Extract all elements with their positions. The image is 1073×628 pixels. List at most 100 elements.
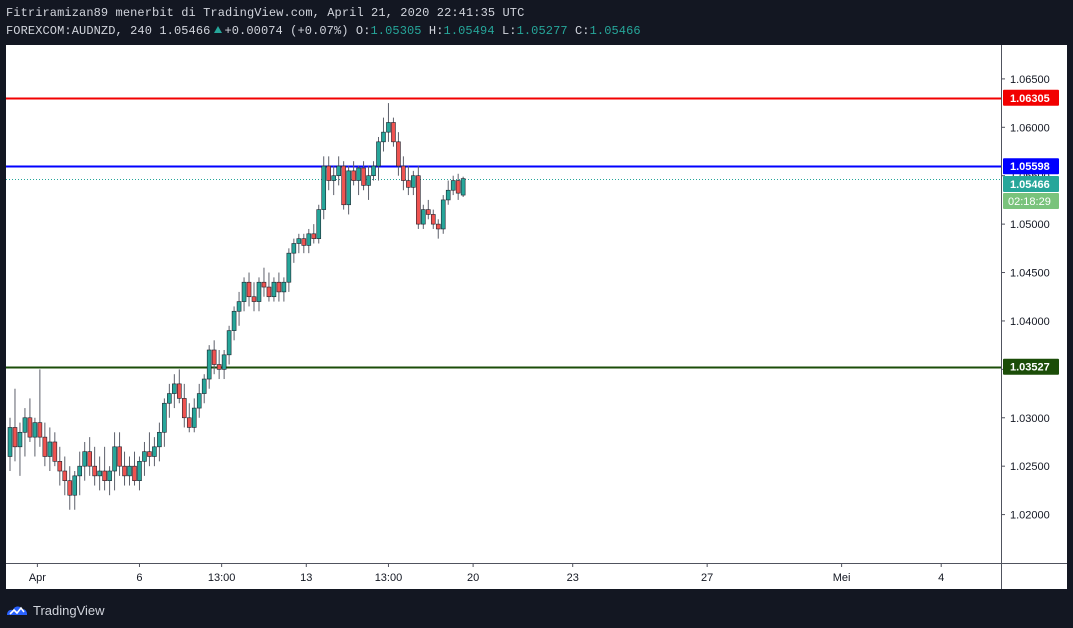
candle-body	[191, 407, 197, 428]
candle-body	[386, 122, 391, 133]
line-price-label-3-text: 1.03527	[1010, 362, 1050, 374]
candle-body	[396, 141, 401, 167]
candle-body	[411, 175, 416, 188]
candle-body	[311, 233, 317, 239]
candle-body	[206, 349, 212, 380]
candle-body	[226, 330, 232, 356]
candle-body	[251, 296, 257, 302]
candle-body	[455, 180, 461, 194]
candle-body	[440, 199, 446, 230]
price-tick-label: 1.02000	[1010, 510, 1050, 522]
candle-body	[17, 431, 23, 448]
candle-body	[246, 281, 252, 298]
countdown-box	[1003, 193, 1059, 210]
candle-body	[167, 393, 172, 404]
candle-body	[82, 451, 87, 467]
candle-body	[296, 238, 302, 244]
line-price-label-1-box	[1003, 89, 1059, 106]
candle-body	[216, 364, 222, 370]
candle-body	[421, 209, 426, 225]
price-tick-label: 1.05000	[1010, 219, 1050, 231]
low-value: 1.05277	[516, 24, 568, 38]
candle-body	[331, 175, 336, 181]
time-tick-label: 20	[467, 572, 479, 584]
candle-body	[201, 378, 207, 394]
candle-body	[301, 238, 307, 246]
candle-body	[72, 475, 78, 496]
candle-body	[261, 281, 267, 288]
time-tick-label: 27	[701, 572, 713, 584]
tradingview-logo-icon	[7, 606, 27, 615]
candle-body	[356, 167, 361, 181]
candle-body	[376, 141, 381, 167]
price-tick-label: 1.06500	[1010, 74, 1050, 86]
time-axis[interactable]	[6, 563, 1067, 589]
candle-body	[181, 398, 187, 419]
candle-body	[401, 165, 406, 181]
candle-body	[460, 178, 466, 196]
line-price-label-1-text: 1.06305	[1010, 93, 1050, 105]
candle-body	[430, 214, 436, 225]
candle-body	[47, 441, 53, 457]
brand-name: TradingView	[33, 602, 105, 618]
candle-body	[381, 131, 386, 143]
candle-body	[196, 393, 202, 409]
open-value: 1.05305	[370, 24, 422, 38]
candle-body	[42, 436, 48, 457]
symbol-ohlc-line: FOREXCOM:AUDNZD, 240 1.05466 +0.00074 (+0…	[6, 24, 641, 38]
candle-body	[127, 465, 132, 477]
price-tick-label: 1.04000	[1010, 316, 1050, 328]
candle-body	[137, 461, 142, 482]
price-tick-label: 1.04500	[1010, 268, 1050, 280]
candle-body	[406, 180, 411, 188]
candle-body	[117, 446, 122, 467]
candle-body	[177, 383, 182, 399]
price-tick-label: 1.02500	[1010, 461, 1050, 473]
candle-body	[231, 310, 237, 331]
candle-body	[211, 349, 217, 365]
time-tick-label: 13:00	[208, 572, 236, 584]
open-label: O:	[355, 24, 371, 38]
candle-body	[435, 223, 441, 230]
candle-body	[425, 209, 431, 215]
tradingview-brand[interactable]: TradingView	[6, 600, 105, 620]
last-price: 1.05466	[159, 24, 211, 38]
price-axis[interactable]	[1001, 45, 1067, 563]
price-tick-label: 1.03000	[1010, 413, 1050, 425]
attribution-line: Fitriramizan89 menerbit di TradingView.c…	[6, 6, 525, 20]
up-arrow-icon	[214, 26, 223, 33]
candle-body	[306, 233, 312, 246]
line-price-label-2-box	[1003, 158, 1059, 175]
candle-body	[186, 417, 192, 428]
candle-body	[346, 170, 351, 206]
candle-body	[241, 281, 247, 302]
price-change: +0.00074 (+0.07%)	[224, 24, 349, 38]
candle-body	[162, 402, 167, 433]
candle-body	[351, 170, 356, 181]
candle-body	[37, 422, 43, 438]
time-ticks: Apr 6 13:00 13 13:00 20 23 27 Mei 4	[29, 563, 944, 584]
candle-body	[67, 480, 73, 496]
candle-body	[336, 165, 341, 177]
last-price-label-text: 1.05466	[1010, 179, 1050, 191]
candle-body	[62, 470, 68, 482]
candle-body	[77, 465, 83, 477]
candle-body	[157, 431, 162, 448]
plot-area[interactable]	[6, 45, 1001, 563]
time-tick-label: Apr	[29, 572, 46, 584]
close-label: C:	[574, 24, 590, 38]
candle-body	[266, 286, 272, 298]
candle-body	[92, 465, 97, 477]
candle-body	[326, 165, 332, 181]
candle-body	[52, 441, 58, 462]
price-labels: 1.06305 1.05598 1.03527 1.05466 02:18:29	[1003, 89, 1059, 375]
candle-body	[236, 301, 242, 312]
candle-body	[12, 427, 18, 448]
time-tick-label: 4	[938, 572, 944, 584]
candle-body	[371, 165, 376, 177]
low-label: L:	[501, 24, 517, 38]
candle-body	[97, 470, 102, 477]
candles	[7, 103, 466, 510]
candle-body	[27, 417, 33, 438]
